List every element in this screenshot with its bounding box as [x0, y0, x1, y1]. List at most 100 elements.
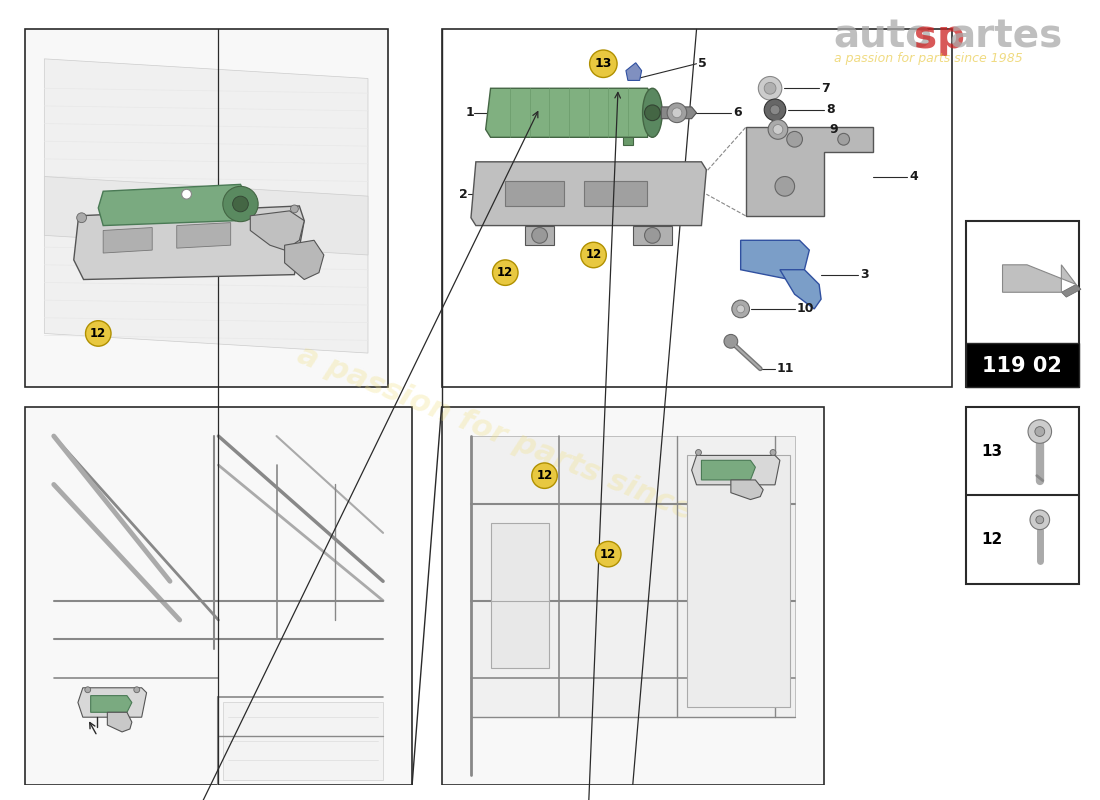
Polygon shape [44, 177, 369, 255]
Circle shape [667, 103, 686, 122]
Circle shape [77, 213, 87, 222]
Text: 4: 4 [910, 170, 918, 183]
Circle shape [531, 227, 548, 243]
Polygon shape [692, 455, 780, 485]
Circle shape [764, 82, 776, 94]
Text: 13: 13 [595, 58, 612, 70]
Circle shape [493, 260, 518, 286]
Polygon shape [740, 240, 810, 279]
Polygon shape [780, 270, 821, 309]
Polygon shape [1062, 285, 1081, 297]
Polygon shape [661, 107, 696, 118]
Circle shape [776, 177, 794, 196]
Text: 10: 10 [796, 302, 814, 315]
Text: 12: 12 [537, 469, 552, 482]
Polygon shape [525, 226, 554, 245]
Text: auto: auto [834, 18, 933, 56]
Bar [24, 30, 387, 387]
Polygon shape [486, 88, 652, 138]
Bar [24, 407, 412, 785]
Text: 11: 11 [777, 362, 794, 375]
Polygon shape [74, 206, 305, 279]
Polygon shape [44, 59, 369, 353]
Polygon shape [98, 184, 245, 226]
Polygon shape [686, 455, 790, 707]
Circle shape [695, 450, 702, 455]
Polygon shape [223, 702, 383, 780]
Circle shape [645, 227, 660, 243]
Circle shape [770, 105, 780, 114]
Text: artes: artes [949, 18, 1063, 56]
Text: 1: 1 [466, 106, 475, 119]
Circle shape [86, 321, 111, 346]
Bar [441, 407, 824, 785]
Polygon shape [505, 182, 564, 206]
Circle shape [223, 186, 258, 222]
Circle shape [590, 50, 617, 78]
Polygon shape [584, 182, 648, 206]
Text: 13: 13 [981, 444, 1002, 458]
Polygon shape [90, 696, 132, 712]
Text: 12: 12 [585, 249, 602, 262]
Text: a passion for parts since 1985: a passion for parts since 1985 [294, 341, 785, 562]
Circle shape [645, 105, 660, 121]
Circle shape [773, 125, 783, 134]
Circle shape [737, 305, 745, 313]
Circle shape [724, 334, 738, 348]
Polygon shape [108, 712, 132, 732]
Circle shape [786, 131, 803, 147]
Polygon shape [730, 480, 763, 499]
Text: 5: 5 [698, 58, 707, 70]
Circle shape [758, 77, 782, 100]
Polygon shape [623, 138, 632, 145]
Circle shape [768, 120, 788, 139]
Text: 9: 9 [829, 123, 837, 136]
Polygon shape [1002, 265, 1076, 292]
Circle shape [1030, 510, 1049, 530]
Text: a passion for parts since 1985: a passion for parts since 1985 [834, 52, 1023, 65]
Polygon shape [471, 162, 706, 226]
Circle shape [1036, 516, 1044, 524]
Circle shape [732, 300, 749, 318]
Polygon shape [285, 240, 323, 279]
Ellipse shape [642, 88, 662, 138]
Text: 3: 3 [860, 268, 869, 281]
Polygon shape [491, 523, 549, 669]
Text: 12: 12 [601, 548, 616, 561]
Text: 2: 2 [459, 188, 468, 201]
Polygon shape [626, 62, 641, 81]
Polygon shape [78, 688, 146, 718]
Circle shape [85, 687, 90, 693]
Circle shape [764, 99, 785, 121]
Circle shape [531, 463, 558, 489]
Circle shape [1035, 426, 1045, 437]
Circle shape [1028, 420, 1052, 443]
Polygon shape [746, 127, 873, 216]
Circle shape [838, 134, 849, 145]
Circle shape [182, 190, 191, 199]
Bar [966, 343, 1079, 387]
Bar [966, 221, 1079, 387]
Polygon shape [251, 211, 305, 250]
Circle shape [134, 687, 140, 693]
Circle shape [770, 450, 776, 455]
Circle shape [232, 196, 249, 212]
Bar [966, 407, 1079, 583]
Text: 6: 6 [733, 106, 741, 119]
Polygon shape [702, 460, 756, 480]
Text: 12: 12 [497, 266, 514, 279]
Bar [441, 30, 952, 387]
Text: 12: 12 [90, 327, 107, 340]
Text: sp: sp [914, 18, 966, 56]
Text: 119 02: 119 02 [982, 356, 1063, 376]
Polygon shape [103, 227, 152, 253]
Polygon shape [177, 222, 231, 248]
Circle shape [595, 542, 621, 567]
Text: 12: 12 [981, 532, 1002, 547]
Text: 8: 8 [826, 103, 835, 116]
Polygon shape [471, 436, 794, 717]
Text: 7: 7 [821, 82, 829, 94]
Circle shape [290, 205, 298, 213]
Circle shape [672, 108, 682, 118]
Polygon shape [632, 226, 672, 245]
